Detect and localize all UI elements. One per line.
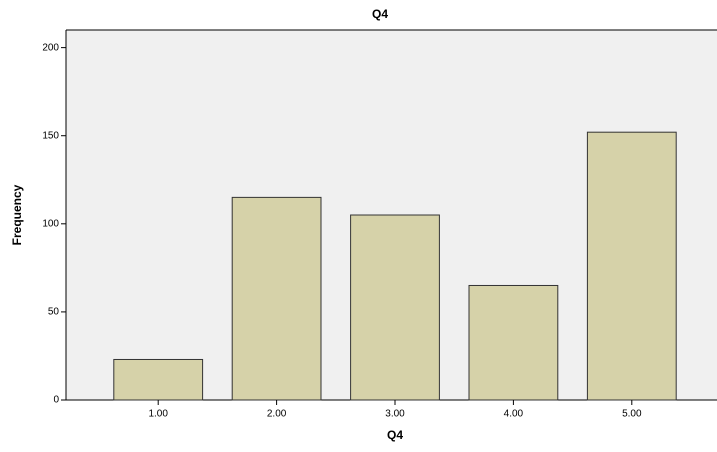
bar	[231, 196, 322, 401]
y-axis-label: Frequency	[10, 184, 24, 245]
y-tick-label: 150	[42, 130, 59, 141]
bar	[468, 284, 559, 401]
chart-title: Q4	[372, 7, 388, 21]
x-axis-label: Q4	[387, 428, 403, 442]
bar	[113, 358, 204, 401]
y-tick-label: 0	[53, 395, 59, 406]
x-tick-label: 5.00	[622, 409, 642, 420]
y-tick-label: 100	[42, 218, 59, 229]
bar	[586, 131, 677, 401]
x-tick-label: 1.00	[148, 409, 168, 420]
x-tick-label: 4.00	[504, 409, 524, 420]
x-tick-label: 2.00	[267, 409, 287, 420]
bar	[350, 214, 440, 401]
y-tick-label: 200	[42, 42, 59, 53]
x-tick-label: 3.00	[385, 409, 405, 420]
y-tick-label: 50	[48, 307, 60, 318]
